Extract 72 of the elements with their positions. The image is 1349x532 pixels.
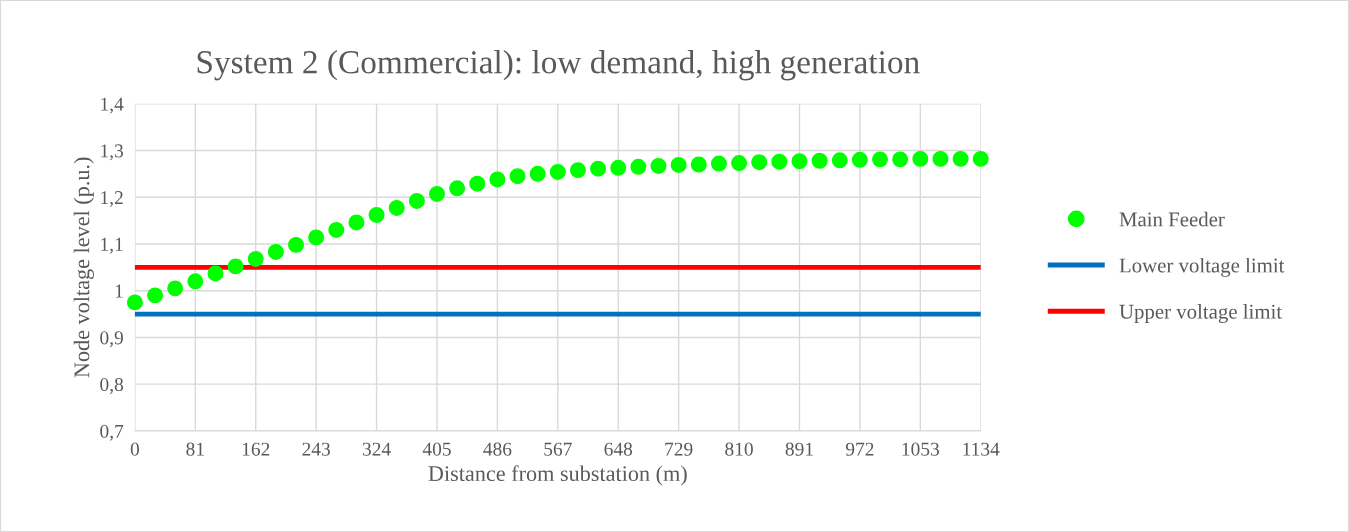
- legend-label: Upper voltage limit: [1119, 304, 1283, 323]
- x-tick-label: 405: [422, 442, 451, 456]
- x-tick-label: 324: [362, 442, 391, 456]
- point: [670, 156, 687, 173]
- x-tick-label: 972: [845, 442, 874, 456]
- y-tick-label: 1: [115, 284, 123, 298]
- point: [710, 155, 727, 172]
- x-tick-label: 648: [604, 442, 633, 456]
- point: [187, 273, 204, 290]
- x-tick-label: 810: [725, 442, 753, 456]
- point: [892, 151, 909, 168]
- point: [328, 221, 345, 238]
- y-axis-title: Node voltage level (p.u.): [73, 157, 94, 378]
- y-tick-label: 1,3: [101, 144, 124, 161]
- legend-label: Lower voltage limit: [1119, 257, 1285, 277]
- legend-label: Main Feeder: [1119, 211, 1225, 227]
- point: [469, 175, 486, 192]
- point: [529, 165, 546, 182]
- x-tick-label: 0: [130, 442, 140, 456]
- x-tick-label: 486: [483, 442, 512, 456]
- x-tick-label: 729: [665, 442, 693, 456]
- y-tick-label: 0,9: [100, 331, 123, 348]
- point: [590, 160, 607, 177]
- point: [147, 287, 164, 304]
- point: [549, 164, 566, 180]
- point: [288, 236, 304, 253]
- point: [751, 154, 768, 171]
- y-tick-label: 0,8: [100, 378, 124, 394]
- x-tick-label: 1134: [963, 442, 1000, 456]
- x-tick-label: 243: [302, 442, 330, 456]
- x-tick-label: 1053: [902, 442, 939, 456]
- point: [831, 152, 848, 169]
- point: [408, 192, 425, 209]
- x-tick-label: 567: [544, 442, 572, 456]
- point: [811, 152, 828, 169]
- point: [650, 157, 667, 174]
- point: [932, 150, 949, 167]
- point: [771, 153, 788, 170]
- y-tick-label: 1,4: [101, 97, 124, 114]
- point: [429, 185, 445, 202]
- point: [267, 243, 284, 260]
- point: [207, 265, 224, 282]
- point: [791, 153, 808, 170]
- chart-title: System 2 (Commercial): low demand, high generation: [197, 50, 920, 81]
- point: [912, 150, 929, 167]
- point: [690, 156, 707, 173]
- point: [308, 229, 325, 246]
- point: [509, 168, 526, 185]
- point: [489, 171, 506, 188]
- point: [569, 162, 586, 179]
- point: [368, 207, 385, 223]
- point: [952, 150, 969, 167]
- point: [630, 158, 647, 175]
- point: [348, 214, 365, 231]
- point: [247, 250, 264, 267]
- y-tick-label: 1,2: [101, 191, 123, 207]
- point: [872, 151, 889, 168]
- x-axis-title: Distance from substation (m): [428, 465, 687, 486]
- point: [851, 151, 868, 168]
- point: [126, 294, 143, 311]
- point: [167, 280, 184, 297]
- x-tick-label: 81: [186, 442, 204, 456]
- x-tick-label: 891: [785, 442, 813, 456]
- y-tick-label: 1,1: [101, 237, 123, 254]
- point: [449, 180, 466, 197]
- point: [227, 258, 244, 275]
- point: [610, 159, 627, 176]
- x-tick-label: 162: [242, 442, 270, 456]
- point: [972, 150, 989, 167]
- point: [388, 199, 405, 216]
- point: [731, 155, 748, 172]
- y-tick-label: 0,7: [100, 424, 124, 441]
